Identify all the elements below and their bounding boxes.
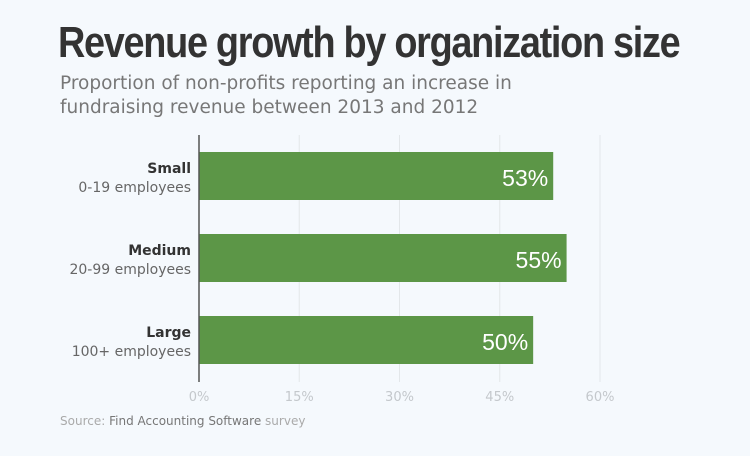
x-tick-label: 30% [385,390,414,405]
source-name: Find Accounting Software [109,414,262,428]
chart-title: Revenue growth by organization size [58,18,681,67]
source-prefix: Source: [60,414,106,428]
category-sublabel: 20-99 employees [69,262,191,278]
data-label: 53% [502,165,548,191]
x-tick-label: 60% [586,390,615,405]
chart-subtitle: Proportion of non-profits reporting an i… [60,73,512,118]
bar [199,152,554,200]
category-label: Large [146,325,191,341]
x-tick-label: 45% [485,390,514,405]
bar [199,316,534,364]
source-suffix: survey [265,414,306,428]
bar [199,234,567,282]
x-tick-label: 0% [189,390,210,405]
data-label: 50% [482,329,528,355]
category-label: Medium [128,243,191,259]
x-tick-label: 15% [285,390,314,405]
source-note: Source: Find Accounting Software survey [60,414,305,428]
category-sublabel: 0-19 employees [78,180,191,196]
category-label: Small [147,161,191,177]
category-sublabel: 100+ employees [72,344,191,360]
data-label: 55% [516,247,562,273]
